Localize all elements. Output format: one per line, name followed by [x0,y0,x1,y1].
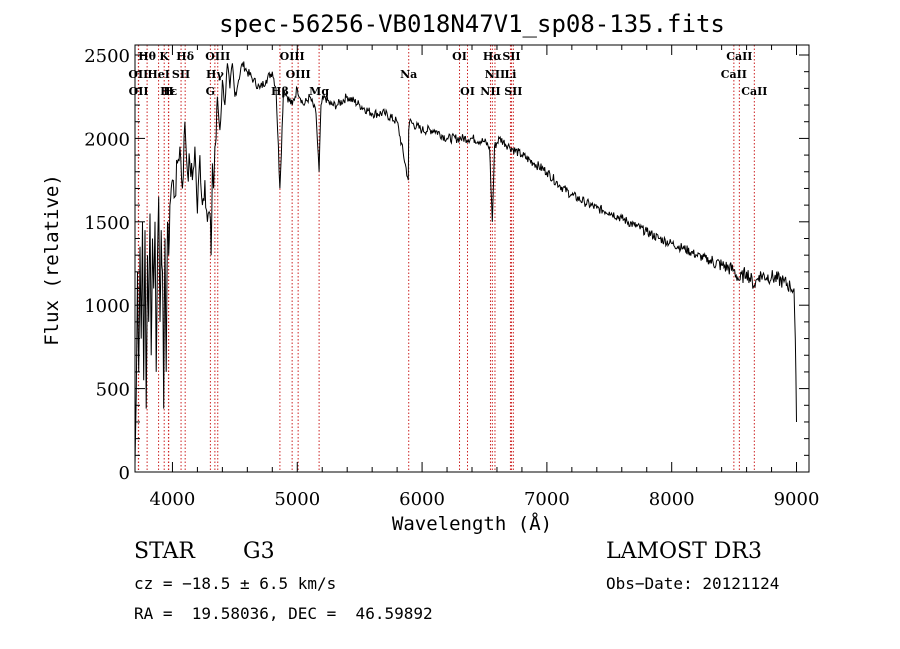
y-tick-label: 2000 [84,129,130,150]
object-class: STAR [134,539,195,564]
line-label-20: H [163,85,173,98]
line-label-11: SII [172,68,190,81]
x-tick-label: 7000 [524,489,570,510]
line-label-2: Hδ [176,50,194,63]
x-tick-label: 5000 [274,489,320,510]
line-label-12: Hγ [206,68,224,81]
x-tick-label: 8000 [649,489,695,510]
observation-date: Obs−Date: 20121124 [606,574,780,593]
line-label-23: Mg [309,85,329,98]
coordinates: RA = 19.58036, DEC = 46.59892 [134,604,433,623]
y-tick-label: 2500 [84,46,130,67]
redshift-value: cz = −18.5 ± 6.5 km/s [134,574,337,593]
line-label-16: Li [504,68,516,81]
y-tick-label: 500 [96,380,130,401]
line-label-27: CaII [741,85,767,98]
y-tick-label: 1500 [84,213,130,234]
line-label-0: Hθ [138,50,156,63]
y-axis-label: Flux (relative) [41,174,63,346]
y-tick-label: 0 [119,463,130,484]
line-label-26: SII [504,85,522,98]
survey-name: LAMOST DR3 [606,539,762,564]
x-tick-label: 4000 [150,489,196,510]
line-label-19: Hε [160,85,177,98]
flux-series-line [134,61,797,464]
line-label-24: OI [460,85,475,98]
line-label-17: CaII [721,68,747,81]
line-label-7: SII [502,50,520,63]
line-label-4: OIII [280,50,305,63]
x-tick-label: 9000 [774,489,820,510]
line-label-21: G [206,85,215,98]
line-label-25: NII [480,85,500,98]
x-axis-label: Wavelength (Å) [392,512,552,535]
line-label-5: OI [452,50,467,63]
line-label-9: OII [128,68,148,81]
object-subclass: G3 [243,539,275,564]
x-tick-label: 6000 [399,489,445,510]
line-label-8: CaII [726,50,752,63]
line-label-14: Na [400,68,417,81]
line-label-1: K [159,50,169,63]
line-label-6: Hα [483,50,502,63]
line-label-3: OIII [205,50,230,63]
line-label-18: OII [129,85,149,98]
y-tick-label: 1000 [84,296,130,317]
spectral-line-markers [137,45,755,472]
line-label-10: HeI [147,68,170,81]
chart-title: spec-56256-VB018N47V1_sp08-135.fits [219,10,725,38]
x-axis: 4000 5000 6000 7000 8000 9000 [150,45,820,510]
line-label-13: OIII [286,68,311,81]
y-axis: 0 500 1000 1500 2000 2500 [84,46,809,484]
line-label-15: NII [485,68,505,81]
